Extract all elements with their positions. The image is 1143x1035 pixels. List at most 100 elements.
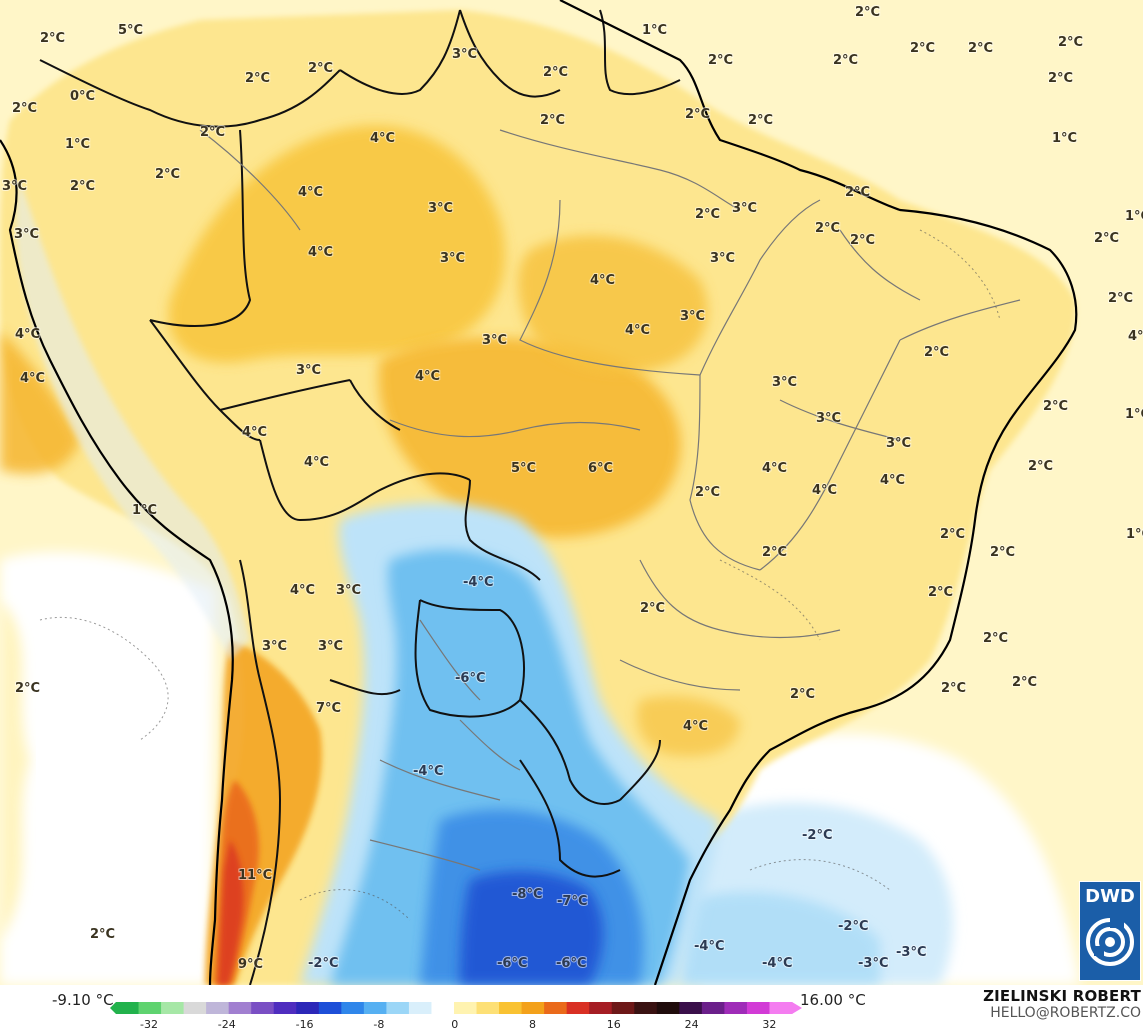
temperature-map: 2°C 5°C 2°C 0°C 2°C 1°C 2°C 2°C 3°C 2°C 2°C 3°C 1°C 2… [0, 0, 1143, 985]
temperature-label: 2°C [640, 601, 665, 616]
temperature-label: 2°C [1108, 291, 1133, 306]
temperature-label: 2°C [308, 61, 333, 76]
color-scale-segment [521, 1002, 545, 1014]
temperature-label: 3°C [336, 583, 361, 598]
temperature-label: 2°C [1058, 35, 1083, 50]
temperature-label: 1°C [1052, 131, 1077, 146]
temperature-label: -2°C [308, 956, 338, 971]
temperature-label: 4°C [1128, 329, 1143, 344]
temperature-label: 2°C [850, 233, 875, 248]
temperature-label: 3°C [14, 227, 39, 242]
temperature-label: 0°C [70, 89, 95, 104]
temperature-label: 4°C [625, 323, 650, 338]
temperature-label: 4°C [15, 327, 40, 342]
temperature-label: 3°C [318, 639, 343, 654]
color-scale-segment [499, 1002, 523, 1014]
color-scale-segment [273, 1002, 297, 1014]
dwd-logo: DWD [1079, 881, 1141, 981]
temperature-label: 3°C [816, 411, 841, 426]
temperature-label: 2°C [695, 207, 720, 222]
pacific-cool-zone [0, 551, 215, 985]
temperature-label: 2°C [685, 107, 710, 122]
temperature-label: 4°C [762, 461, 787, 476]
temperature-label: 11°C [238, 868, 272, 883]
temperature-label: 2°C [983, 631, 1008, 646]
temperature-label: 4°C [308, 245, 333, 260]
scale-max-arrow [792, 1002, 802, 1014]
legend-tick-label: 24 [684, 1018, 699, 1031]
temperature-label: 4°C [370, 131, 395, 146]
color-scale-segment [341, 1002, 365, 1014]
temperature-label: 3°C [452, 47, 477, 62]
temperature-label: 2°C [1043, 399, 1068, 414]
temperature-label: -6°C [556, 956, 586, 971]
color-scale-segment [408, 1002, 432, 1014]
temperature-label: 5°C [118, 23, 143, 38]
color-scale-segment [656, 1002, 680, 1014]
color-scale-segment [183, 1002, 207, 1014]
temperature-label: 2°C [155, 167, 180, 182]
temperature-label: 2°C [15, 681, 40, 696]
color-scale-segment [454, 1002, 478, 1014]
temperature-label: 2°C [708, 53, 733, 68]
temperature-label: 2°C [968, 41, 993, 56]
temperature-label: 4°C [880, 473, 905, 488]
temperature-label: 2°C [1012, 675, 1037, 690]
color-scale-segment [228, 1002, 252, 1014]
temperature-label: 1°C [642, 23, 667, 38]
atlantic-blue-zone-2 [680, 892, 880, 985]
temperature-label: 3°C [2, 179, 27, 194]
temperature-label: 3°C [428, 201, 453, 216]
scale-min-arrow [110, 1002, 116, 1014]
temperature-label: 2°C [940, 527, 965, 542]
coastline [0, 0, 1078, 985]
temperature-label: 3°C [772, 375, 797, 390]
color-scale-segment [296, 1002, 320, 1014]
legend-min-label: -9.10 °C [52, 991, 114, 1009]
temperature-label: -4°C [762, 956, 792, 971]
temperature-label: -7°C [557, 894, 587, 909]
temperature-label: -4°C [413, 764, 443, 779]
temperature-label: 2°C [90, 927, 115, 942]
temperature-label: 2°C [245, 71, 270, 86]
temperature-label: 2°C [833, 53, 858, 68]
legend-tick-label: -24 [217, 1018, 236, 1031]
temperature-label: -3°C [896, 945, 926, 960]
temperature-label: 2°C [1048, 71, 1073, 86]
color-scale-segment [566, 1002, 590, 1014]
color-scale-segment [679, 1002, 703, 1014]
legend-tick-label: 16 [606, 1018, 621, 1031]
temperature-label: 4°C [590, 273, 615, 288]
temperature-label: -4°C [463, 575, 493, 590]
dotted-contours [39, 229, 1001, 921]
legend-tick-label: -8 [373, 1018, 385, 1031]
temperature-label: 5°C [511, 461, 536, 476]
pacific-light-yellow [0, 600, 30, 940]
temperature-label: 2°C [540, 113, 565, 128]
color-scale-segment [206, 1002, 230, 1014]
temperature-label: -4°C [694, 939, 724, 954]
temperature-label: 2°C [1028, 459, 1053, 474]
temperature-label: 2°C [928, 585, 953, 600]
temperature-label: 3°C [440, 251, 465, 266]
temperature-label: 4°C [415, 369, 440, 384]
state-boundaries [199, 129, 1021, 871]
dwd-logo-text: DWD [1085, 886, 1135, 907]
color-scale-segment [544, 1002, 568, 1014]
temperature-label: 4°C [812, 483, 837, 498]
color-scale-segment [611, 1002, 635, 1014]
southeast-orange-zone [636, 696, 740, 757]
temperature-label: 2°C [910, 41, 935, 56]
temperature-label: 3°C [886, 436, 911, 451]
temperature-label: 3°C [680, 309, 705, 324]
temperature-label: 2°C [990, 545, 1015, 560]
temperature-label: 2°C [941, 681, 966, 696]
color-scale-segment [701, 1002, 725, 1014]
dwd-swirl-icon [1086, 918, 1134, 966]
temperature-label: 2°C [695, 485, 720, 500]
temperature-label: 3°C [732, 201, 757, 216]
temperature-label: 4°C [290, 583, 315, 598]
temperature-label: 2°C [815, 221, 840, 236]
temperature-label: -2°C [838, 919, 868, 934]
color-scale-segment [769, 1002, 793, 1014]
